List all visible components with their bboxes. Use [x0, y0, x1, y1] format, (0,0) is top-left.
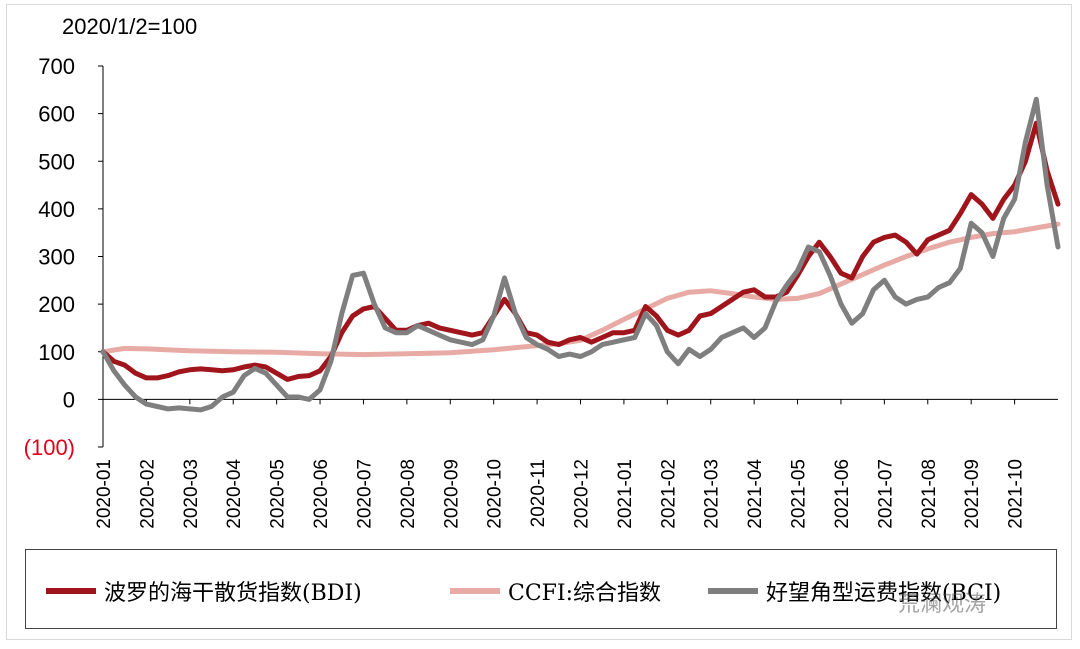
legend-item-ccfi: CCFI:综合指数 [450, 576, 661, 606]
y-tick-label: 300 [38, 245, 75, 270]
series-line-bdi [100, 120, 1061, 382]
series-line-bci [100, 96, 1061, 413]
x-tick-label: 2020-01 [94, 459, 115, 529]
series-line-ccfi [100, 221, 1061, 358]
y-tick-label: (100) [24, 435, 75, 460]
x-tick-label: 2021-01 [615, 459, 636, 529]
x-tick-label: 2020-04 [224, 459, 245, 529]
x-tick-label: 2020-03 [181, 459, 202, 529]
legend-swatch-bdi [46, 588, 96, 594]
x-tick-label: 2021-03 [702, 459, 723, 529]
y-axis: 700 600 500 400 300 200 100 0 (100) [24, 54, 104, 460]
x-tick-label: 2020-10 [485, 459, 506, 529]
x-tick-label: 2020-08 [398, 459, 419, 529]
x-tick-label: 2020-09 [441, 459, 462, 529]
y-tick-label: 100 [38, 340, 75, 365]
y-tick-label: 600 [38, 102, 75, 127]
y-tick-label: 500 [38, 149, 75, 174]
legend-swatch-ccfi [450, 588, 500, 594]
x-tick-label: 2021-09 [962, 459, 983, 529]
y-tick-label: 700 [38, 54, 75, 79]
x-tick-label: 2020-07 [354, 459, 375, 529]
legend-item-bci: 好望角型运费指数(BCI) [708, 576, 1001, 606]
x-tick-label: 2020-02 [137, 459, 158, 529]
series-layer [100, 96, 1061, 413]
x-tick-label: 2020-05 [268, 459, 289, 529]
x-tick-label: 2021-07 [875, 459, 896, 529]
x-tick-label: 2020-06 [311, 459, 332, 529]
x-tick-label: 2021-02 [658, 459, 679, 529]
x-tick-label: 2021-06 [832, 459, 853, 529]
x-axis: 2020-01 2020-02 2020-03 2020-04 2020-05 2020-… [94, 398, 1058, 529]
legend-item-bdi: 波罗的海干散货指数(BDI) [46, 576, 362, 606]
x-tick-label: 2021-10 [1006, 459, 1027, 529]
x-tick-label: 2021-04 [745, 459, 766, 529]
x-tick-label: 2020-11 [528, 459, 549, 527]
legend-label-ccfi: CCFI:综合指数 [508, 581, 662, 606]
y-tick-label: 400 [38, 197, 75, 222]
y-tick-label: 0 [63, 387, 75, 412]
x-tick-label: 2020-12 [572, 459, 593, 529]
chart-title: 2020/1/2=100 [62, 14, 197, 39]
legend-label-bci: 好望角型运费指数(BCI) [766, 581, 1002, 606]
y-tick-label: 200 [38, 292, 75, 317]
legend-label-bdi: 波罗的海干散货指数(BDI) [104, 581, 362, 606]
chart-frame [6, 4, 1072, 640]
legend: 波罗的海干散货指数(BDI) CCFI:综合指数 好望角型运费指数(BCI) [25, 549, 1057, 629]
legend-swatch-bci [708, 588, 758, 594]
x-tick-label: 2021-05 [789, 459, 810, 529]
watermark: 荒澜观涛 [898, 592, 987, 617]
x-tick-label: 2021-08 [919, 459, 940, 529]
